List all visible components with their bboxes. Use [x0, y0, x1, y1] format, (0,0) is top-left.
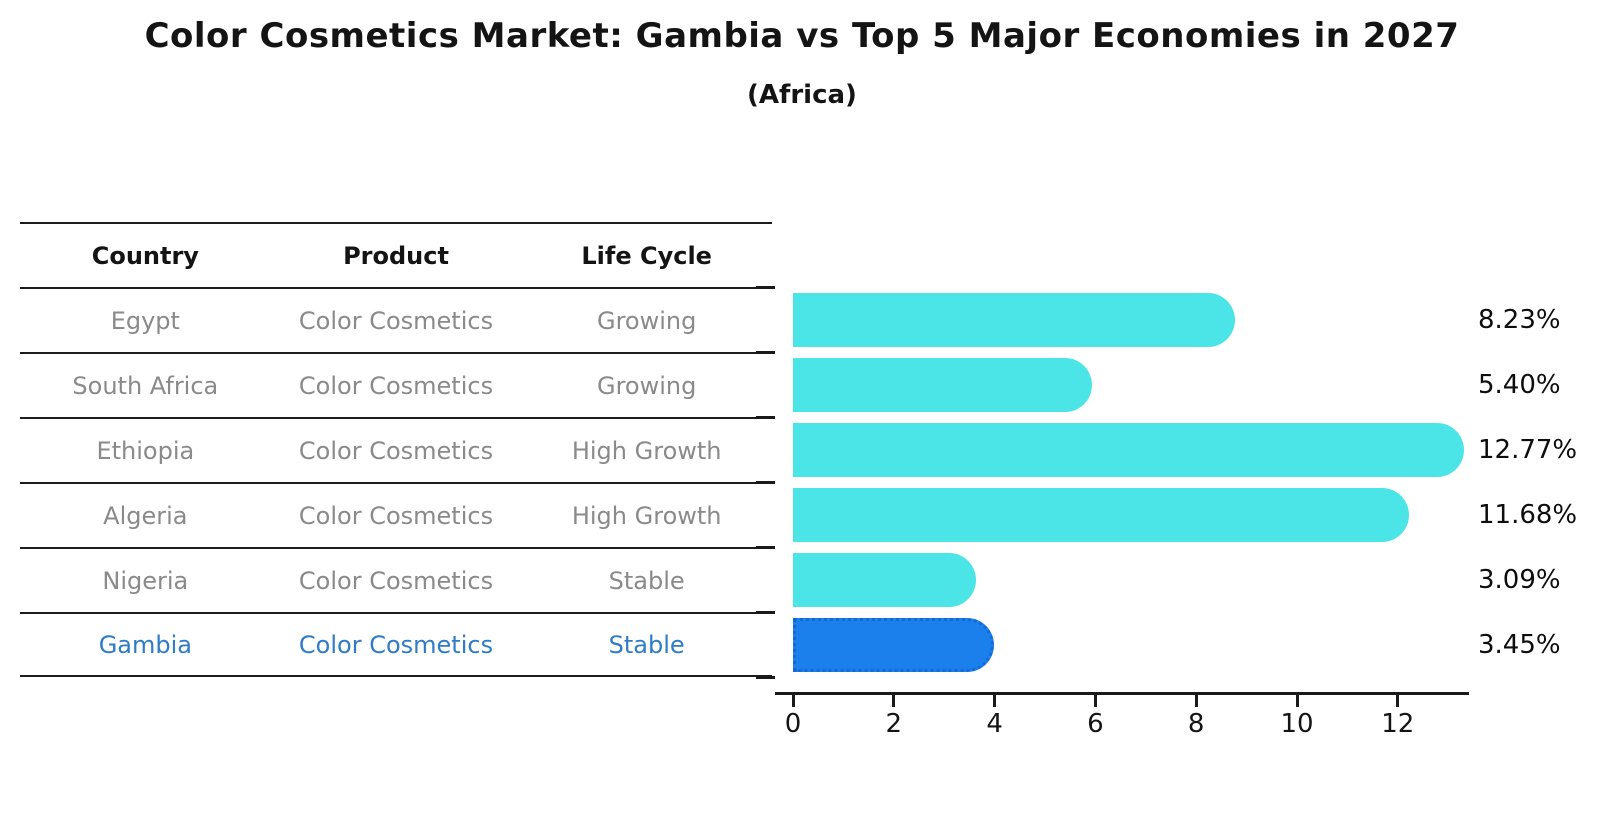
- table-cell-product: Color Cosmetics: [298, 630, 494, 659]
- table-cell-country: Nigeria: [102, 566, 189, 595]
- x-axis-tick-label-12: 12: [1381, 709, 1415, 739]
- table-cell-country: Ethiopia: [96, 436, 195, 465]
- x-axis-tick-label-10: 10: [1280, 709, 1314, 739]
- table-body: Egypt Color Cosmetics Growing South Africa C…: [20, 287, 772, 677]
- x-axis-tick-label-0: 0: [784, 709, 802, 739]
- y-axis-tick-5: [756, 611, 775, 614]
- table-cell-lifecycle: Stable: [608, 566, 685, 595]
- y-axis-tick-3: [756, 481, 775, 484]
- x-axis-tick-12: [1396, 695, 1400, 707]
- y-axis-tick-6: [756, 676, 775, 679]
- x-axis-tick-4: [993, 695, 997, 707]
- bar-south-africa: [793, 357, 1092, 412]
- x-axis-tick-6: [1093, 695, 1097, 707]
- bar-gambia: [793, 617, 994, 672]
- table-cell-product: Color Cosmetics: [298, 566, 494, 595]
- x-axis-tick-0: [791, 695, 795, 707]
- column-header-country: Country: [91, 241, 199, 270]
- table-cell-country: South Africa: [72, 371, 219, 400]
- table-row-algeria: Algeria Color Cosmetics High Growth: [20, 482, 772, 547]
- bar-algeria: [793, 487, 1409, 542]
- market-table: Country Product Life Cycle Egypt Color Co…: [20, 222, 772, 677]
- value-label-nigeria: 3.09%: [1478, 564, 1561, 595]
- x-axis-tick-label-2: 2: [885, 709, 903, 739]
- x-axis-tick-label-8: 8: [1187, 709, 1205, 739]
- value-label-south-africa: 5.40%: [1478, 369, 1561, 400]
- x-axis-tick-10: [1295, 695, 1299, 707]
- x-axis-tick-label-4: 4: [986, 709, 1003, 739]
- table-row-ethiopia: Ethiopia Color Cosmetics High Growth: [20, 417, 772, 482]
- x-axis-tick-8: [1194, 695, 1198, 707]
- x-axis-tick-label-6: 6: [1087, 709, 1104, 739]
- table-row-gambia: Gambia Color Cosmetics Stable: [20, 612, 772, 677]
- table-row-nigeria: Nigeria Color Cosmetics Stable: [20, 547, 772, 612]
- table-header-row: Country Product Life Cycle: [20, 222, 772, 287]
- table-cell-product: Color Cosmetics: [298, 436, 494, 465]
- table-cell-lifecycle: High Growth: [571, 436, 722, 465]
- table-row-egypt: Egypt Color Cosmetics Growing: [20, 287, 772, 352]
- table-cell-country: Gambia: [98, 630, 192, 659]
- chart-subtitle: (Africa): [747, 80, 857, 110]
- table-row-south-africa: South Africa Color Cosmetics Growing: [20, 352, 772, 417]
- bar-nigeria: [793, 552, 976, 607]
- value-label-gambia: 3.45%: [1478, 629, 1561, 660]
- table-cell-lifecycle: Stable: [608, 630, 685, 659]
- bar-ethiopia: [793, 422, 1464, 477]
- table-cell-lifecycle: Growing: [596, 371, 697, 400]
- y-axis-tick-4: [756, 546, 775, 549]
- value-label-ethiopia: 12.77%: [1478, 434, 1578, 465]
- column-header-lifecycle: Life Cycle: [581, 241, 712, 270]
- chart-title: Color Cosmetics Market: Gambia vs Top 5 …: [144, 16, 1460, 56]
- x-axis-tick-2: [892, 695, 896, 707]
- x-axis-line: [775, 692, 1469, 695]
- y-axis-tick-2: [756, 416, 775, 419]
- value-label-algeria: 11.68%: [1478, 499, 1578, 530]
- y-axis-tick-0: [756, 286, 775, 289]
- table-cell-lifecycle: High Growth: [571, 501, 722, 530]
- table-cell-product: Color Cosmetics: [298, 371, 494, 400]
- value-label-egypt: 8.23%: [1478, 304, 1561, 335]
- bar-egypt: [793, 292, 1235, 347]
- table-cell-country: Algeria: [103, 501, 188, 530]
- table-cell-product: Color Cosmetics: [298, 501, 494, 530]
- y-axis-tick-1: [756, 351, 775, 354]
- column-header-product: Product: [343, 241, 449, 270]
- table-cell-country: Egypt: [110, 306, 180, 335]
- table-cell-product: Color Cosmetics: [298, 306, 494, 335]
- table-cell-lifecycle: Growing: [596, 306, 697, 335]
